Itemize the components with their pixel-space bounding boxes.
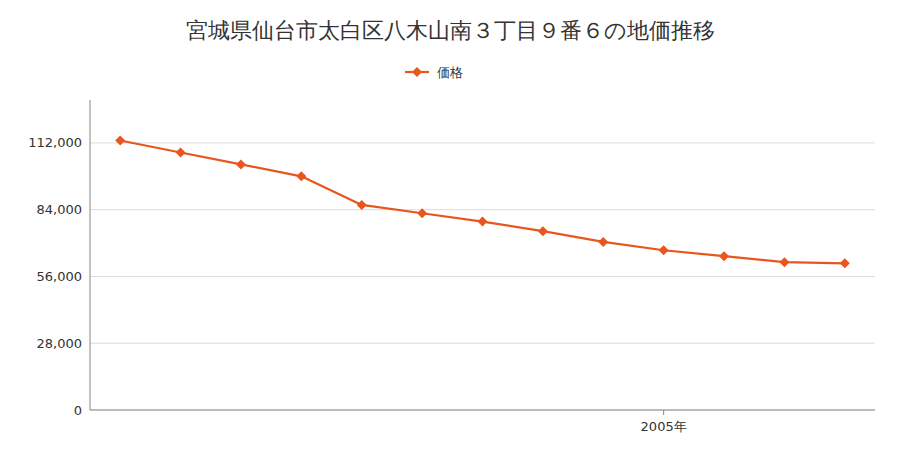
grid-line: [90, 276, 875, 277]
point: [296, 171, 306, 181]
point: [478, 217, 488, 227]
y-tick-label: 28,000: [37, 336, 83, 351]
point: [598, 237, 608, 247]
legend-label: 価格: [437, 65, 463, 80]
grid-line: [90, 142, 875, 143]
point: [719, 251, 729, 261]
plot-area: [115, 136, 850, 269]
chart-container: 宮城県仙台市太白区八木山南３丁目９番６の地価推移 0 28,000 56,000 84,…: [0, 0, 900, 450]
point: [236, 159, 246, 169]
point: [176, 147, 186, 157]
point: [538, 226, 548, 236]
y-tick-label: 56,000: [37, 269, 83, 284]
point: [417, 208, 427, 218]
point: [659, 245, 669, 255]
grid-line: [90, 209, 875, 210]
x-axis-line: [90, 410, 875, 411]
chart-svg: 宮城県仙台市太白区八木山南３丁目９番６の地価推移 0 28,000 56,000 84,…: [0, 0, 900, 450]
page: {"chart_data": {"type": "line", "title":…: [0, 0, 900, 450]
legend-marker: [412, 67, 422, 77]
axes: 0 28,000 56,000 84,000 112,000 2005年: [28, 100, 875, 434]
x-tick-label: 2005年: [641, 419, 687, 434]
grid-line: [90, 410, 875, 411]
point: [115, 136, 125, 146]
y-axis-line: [90, 100, 91, 410]
y-tick-label: 84,000: [37, 202, 83, 217]
point: [840, 258, 850, 268]
point: [779, 257, 789, 267]
y-tick-label: 0: [74, 403, 82, 418]
x-tick: [663, 410, 664, 415]
point: [357, 200, 367, 210]
line: [120, 141, 845, 264]
title: 宮城県仙台市太白区八木山南３丁目９番６の地価推移: [186, 18, 715, 43]
grid-line: [90, 343, 875, 344]
y-tick-label: 112,000: [28, 135, 82, 150]
legend: 価格: [405, 65, 463, 80]
